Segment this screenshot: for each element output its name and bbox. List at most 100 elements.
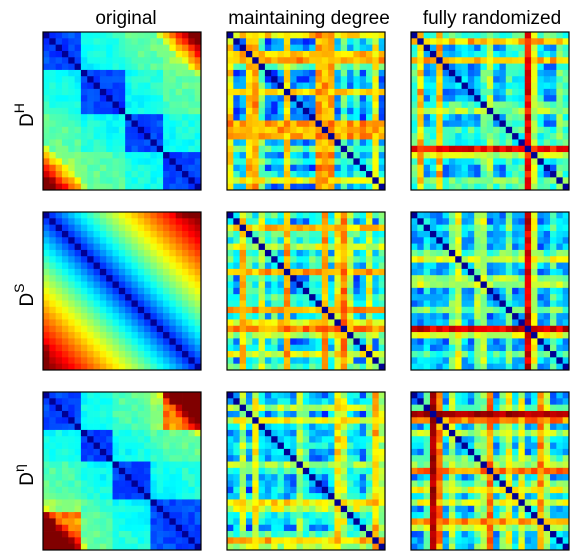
heatmap-cell xyxy=(505,101,513,109)
heatmap-cell xyxy=(233,139,240,147)
heatmap-cell xyxy=(448,114,456,121)
heatmap-cell xyxy=(309,158,316,166)
heatmap-cell xyxy=(518,114,526,121)
heatmap-cell xyxy=(252,505,259,513)
heatmap-cell xyxy=(366,107,373,115)
heatmap-cell xyxy=(556,218,564,225)
heatmap-cell xyxy=(87,338,94,346)
heatmap-cell xyxy=(283,486,291,494)
heatmap-cell xyxy=(258,313,266,320)
heatmap-cell xyxy=(271,139,278,147)
heatmap-cell xyxy=(169,461,177,469)
heatmap-cell xyxy=(448,120,456,128)
heatmap-cell xyxy=(461,256,469,263)
heatmap-cell xyxy=(239,461,247,469)
heatmap-cell xyxy=(277,183,285,191)
heatmap-cell xyxy=(366,158,373,166)
heatmap-cell xyxy=(302,57,310,64)
heatmap-cell xyxy=(334,398,342,405)
heatmap-cell xyxy=(118,101,126,109)
heatmap-cell xyxy=(87,512,94,519)
heatmap-cell xyxy=(512,237,519,244)
heatmap-cell xyxy=(302,467,310,475)
heatmap-cell xyxy=(480,50,488,58)
heatmap-cell xyxy=(131,543,139,551)
heatmap-cell xyxy=(334,423,342,431)
heatmap-cell xyxy=(125,69,132,77)
heatmap-cell xyxy=(340,474,348,481)
heatmap-cell xyxy=(486,249,494,257)
heatmap-cell xyxy=(480,107,488,115)
heatmap-cell xyxy=(118,171,126,178)
heatmap-cell xyxy=(436,243,443,251)
heatmap-cell xyxy=(296,120,304,128)
heatmap-cell xyxy=(429,120,437,128)
heatmap-cell xyxy=(290,306,297,314)
heatmap-cell xyxy=(334,32,342,39)
heatmap-cell xyxy=(321,126,329,134)
heatmap-cell xyxy=(252,281,259,289)
heatmap-cell xyxy=(271,467,278,475)
heatmap-cell xyxy=(271,152,278,159)
heatmap-cell xyxy=(74,63,82,71)
heatmap-cell xyxy=(334,164,342,172)
heatmap-cell xyxy=(309,88,316,96)
heatmap-cell xyxy=(309,474,316,481)
heatmap-cell xyxy=(429,224,437,232)
heatmap-cell xyxy=(436,351,443,358)
heatmap-cell xyxy=(74,493,82,500)
heatmap-cell xyxy=(461,145,469,153)
heatmap-cell xyxy=(233,69,240,77)
heatmap-cell xyxy=(131,429,139,437)
heatmap-cell xyxy=(106,429,113,437)
heatmap-cell xyxy=(302,268,310,276)
heatmap-cell xyxy=(366,392,373,399)
heatmap-cell xyxy=(112,531,120,538)
heatmap-cell xyxy=(74,344,82,352)
heatmap-cell xyxy=(340,88,348,96)
heatmap-cell xyxy=(309,69,316,77)
heatmap-cell xyxy=(125,404,132,412)
heatmap-cell xyxy=(80,224,88,232)
heatmap-cell xyxy=(227,237,234,244)
heatmap-cell xyxy=(372,319,380,327)
heatmap-cell xyxy=(271,338,278,346)
heatmap-cell xyxy=(417,88,424,96)
heatmap-cell xyxy=(296,436,304,443)
heatmap-cell xyxy=(106,357,113,365)
heatmap-cell xyxy=(68,262,75,270)
heatmap-cell xyxy=(499,76,507,83)
heatmap-cell xyxy=(321,537,329,545)
heatmap-cell xyxy=(347,275,354,282)
heatmap-cell xyxy=(68,114,75,121)
heatmap-cell xyxy=(378,275,386,282)
heatmap-cell xyxy=(49,351,56,358)
heatmap-cell xyxy=(227,338,234,346)
heatmap-cell xyxy=(290,57,297,64)
heatmap-cell xyxy=(505,152,513,159)
heatmap-cell xyxy=(347,95,354,102)
heatmap-cell xyxy=(43,243,50,251)
heatmap-cell xyxy=(258,423,266,431)
heatmap-cell xyxy=(378,164,386,172)
heatmap-cell xyxy=(474,218,481,225)
heatmap-cell xyxy=(378,212,386,219)
heatmap-cell xyxy=(353,95,361,102)
heatmap-cell xyxy=(169,486,177,494)
heatmap-cell xyxy=(93,398,101,405)
heatmap-cell xyxy=(87,313,94,320)
heatmap-cell xyxy=(233,224,240,232)
heatmap-cell xyxy=(512,224,519,232)
heatmap-cell xyxy=(321,114,329,121)
heatmap-cell xyxy=(239,249,247,257)
heatmap-cell xyxy=(61,88,69,96)
row-label-2: Dη xyxy=(11,464,38,486)
heatmap-cell xyxy=(227,57,234,64)
heatmap-cell xyxy=(239,294,247,301)
heatmap-cell xyxy=(137,44,145,52)
heatmap-cell xyxy=(131,537,139,545)
heatmap-cell xyxy=(512,171,519,178)
heatmap-cell xyxy=(359,237,367,244)
heatmap-cell xyxy=(156,152,164,159)
heatmap-cell xyxy=(43,524,50,532)
